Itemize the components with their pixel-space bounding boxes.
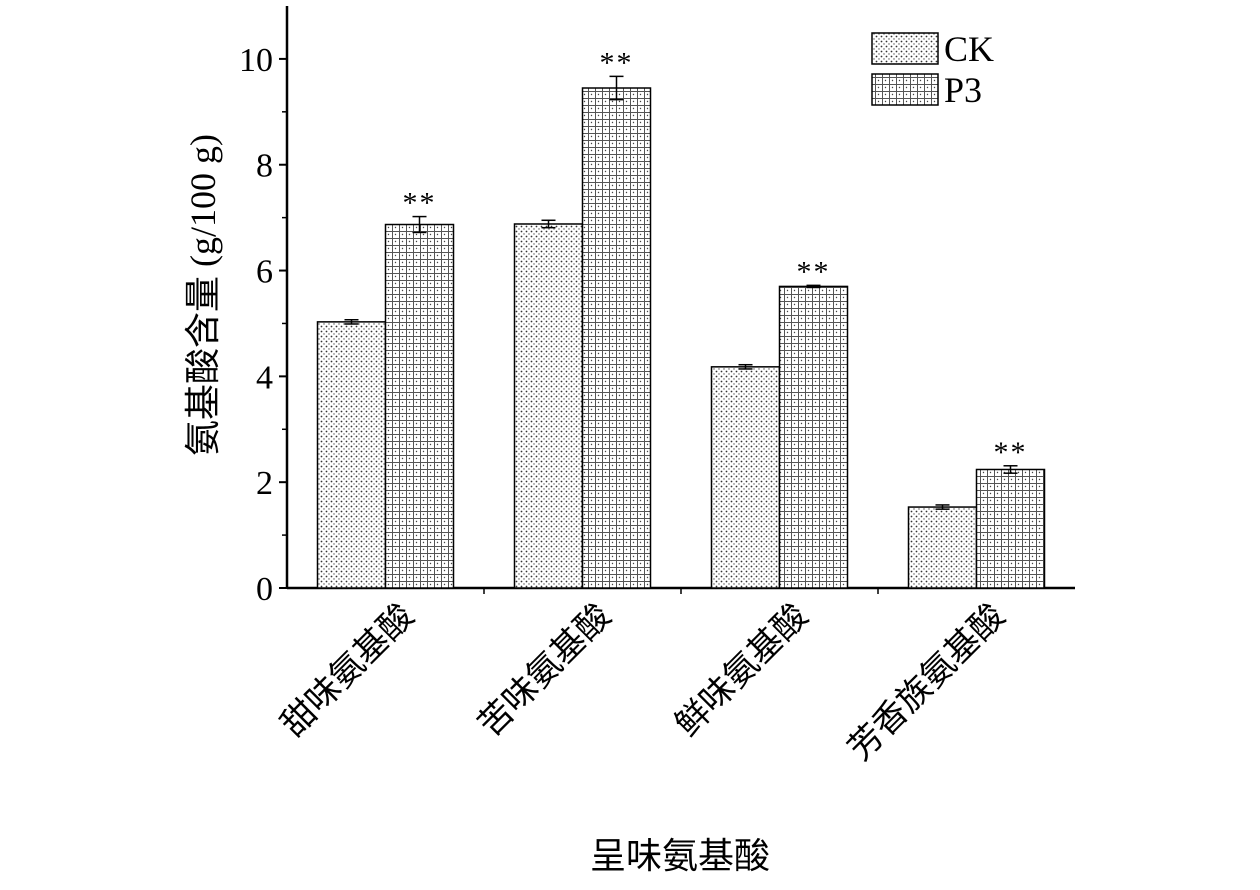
- x-category-label: 甜味氨基酸: [274, 597, 421, 744]
- bar-ck-1: [513, 223, 584, 589]
- legend-label-p3: P3: [944, 70, 982, 110]
- bar-ck-3: [907, 506, 978, 589]
- bar-p3-0: [384, 223, 455, 589]
- bar-p3-1: [581, 87, 652, 589]
- legend-label-ck: CK: [944, 29, 994, 69]
- y-tick-label: 10: [239, 42, 273, 79]
- legend-swatch-p3: [871, 73, 939, 106]
- y-tick-label: 2: [256, 465, 273, 502]
- bar-ck-0: [316, 321, 387, 589]
- bar-p3-3: [975, 468, 1046, 589]
- y-axis-ticks: 0 2 4 6 8 10: [239, 42, 287, 608]
- y-tick-label: 8: [256, 148, 273, 185]
- legend-swatch-ck: [871, 32, 939, 65]
- bar-p3-2: [778, 285, 849, 589]
- significance-labels: ** ** ** **: [403, 46, 1028, 469]
- significance-label: **: [797, 255, 831, 288]
- x-axis-category-labels: 甜味氨基酸 苦味氨基酸 鲜味氨基酸 芳香族氨基酸: [274, 597, 1012, 768]
- x-category-label: 鲜味氨基酸: [668, 597, 815, 744]
- significance-label: **: [994, 436, 1028, 469]
- bar-ck-2: [710, 366, 781, 589]
- x-axis-title: 呈味氨基酸: [590, 836, 770, 876]
- x-category-label: 芳香族氨基酸: [841, 597, 1012, 768]
- y-tick-label: 4: [256, 359, 273, 396]
- bars: [316, 87, 1046, 589]
- significance-label: **: [600, 46, 634, 79]
- y-tick-label: 6: [256, 254, 273, 291]
- x-category-label: 苦味氨基酸: [471, 597, 618, 744]
- significance-label: **: [403, 187, 437, 220]
- y-tick-label: 0: [256, 571, 273, 608]
- y-axis-title: 氨基酸含量 (g/100 g): [183, 134, 223, 456]
- error-bars: [344, 75, 1018, 510]
